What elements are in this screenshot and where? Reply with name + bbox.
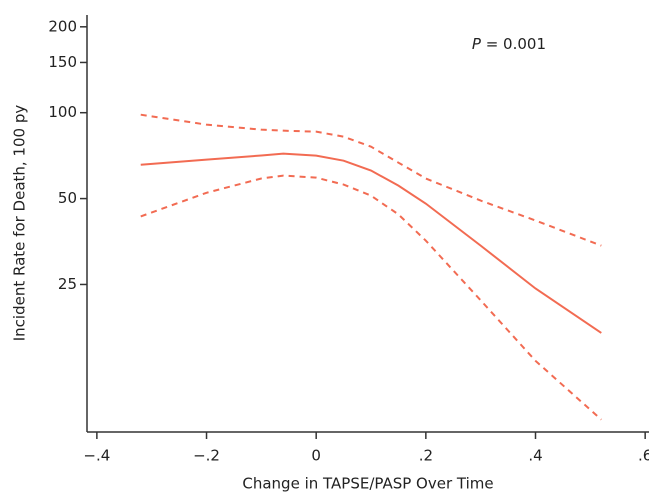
y-tick-label: 100 [48, 103, 77, 121]
y-tick-label: 150 [48, 53, 77, 71]
annotation-italic: P [472, 35, 482, 53]
annotation: P = 0.001 [472, 35, 546, 53]
y-tick-label: 50 [58, 189, 77, 207]
x-tick-label: .2 [419, 447, 433, 465]
estimate-line [140, 152, 602, 334]
annotation-text: = 0.001 [481, 35, 546, 53]
x-tick-label: −.2 [193, 447, 220, 465]
x-tick-label: 0 [311, 447, 321, 465]
y-axis-label: Incident Rate for Death, 100 py [11, 105, 29, 342]
x-tick-label: .6 [638, 447, 649, 465]
x-tick-label: .4 [528, 447, 542, 465]
y-tick-label: 200 [48, 17, 77, 35]
y-tick-label: 25 [58, 275, 77, 293]
ci-line [140, 113, 602, 247]
x-tick-label: −.4 [83, 447, 110, 465]
x-axis-label: Change in TAPSE/PASP Over Time [242, 475, 493, 493]
ci-line [140, 174, 602, 421]
